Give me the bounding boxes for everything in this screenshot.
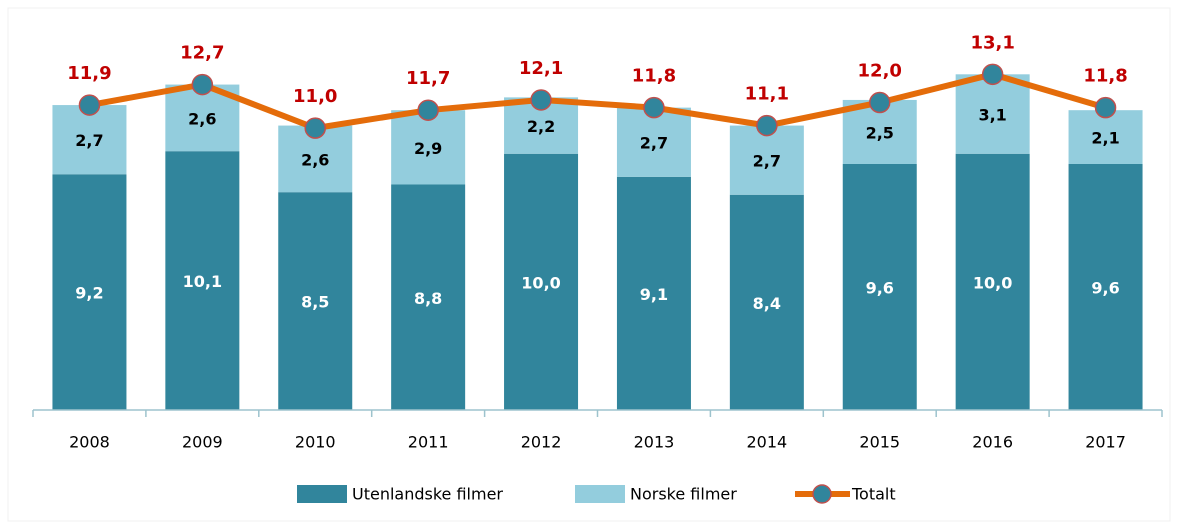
total-marker	[1094, 96, 1117, 119]
x-tick-label: 2008	[69, 433, 110, 452]
bar-segment	[1068, 164, 1143, 410]
data-label: 9,2	[75, 284, 103, 303]
data-label: 8,8	[414, 289, 442, 308]
data-label: 2,7	[640, 134, 668, 153]
legend-label: Totalt	[851, 485, 896, 504]
data-label: 8,5	[301, 293, 329, 312]
total-label: 11,8	[1083, 66, 1127, 87]
total-marker	[756, 114, 778, 137]
bar-segment	[165, 151, 240, 410]
bar-segment	[616, 107, 691, 177]
bar-segment	[504, 153, 579, 410]
total-line	[88, 71, 1107, 132]
x-tick-label: 2013	[634, 433, 675, 452]
total-label: 11,8	[632, 66, 676, 87]
data-label: 9,1	[640, 285, 668, 304]
total-marker	[869, 91, 891, 114]
x-tick-label: 2015	[859, 433, 900, 452]
bar-segment	[616, 176, 691, 410]
chart-frame	[7, 7, 1171, 522]
total-label: 11,7	[406, 68, 450, 89]
x-tick-label: 2010	[295, 433, 336, 452]
data-label: 10,0	[521, 273, 560, 292]
legend-marker	[812, 484, 832, 504]
data-label: 2,6	[188, 109, 216, 128]
legend-label: Norske filmer	[630, 485, 737, 504]
data-label: 2,7	[75, 131, 103, 150]
total-marker	[304, 117, 326, 139]
bar-segment	[955, 74, 1030, 154]
x-tick-label: 2012	[521, 433, 562, 452]
bar-segment	[278, 192, 353, 410]
data-label: 9,6	[866, 279, 894, 298]
total-label: 11,0	[293, 86, 337, 107]
x-tick-label: 2017	[1085, 433, 1126, 452]
data-label: 3,1	[978, 106, 1006, 125]
total-marker	[530, 89, 552, 111]
total-label: 11,1	[745, 84, 789, 105]
x-tick-label: 2011	[408, 433, 449, 452]
legend-swatch	[297, 485, 347, 503]
total-label: 13,1	[970, 32, 1014, 53]
bar-segment	[955, 153, 1030, 410]
data-label: 9,6	[1091, 279, 1119, 298]
x-tick-label: 2014	[746, 433, 787, 452]
bar-segment	[52, 174, 127, 410]
bar-segment	[729, 194, 804, 410]
data-label: 8,4	[753, 294, 781, 313]
data-label: 2,5	[866, 123, 894, 142]
data-label: 2,1	[1091, 129, 1119, 148]
total-label: 11,9	[67, 63, 111, 84]
total-label: 12,1	[519, 58, 563, 79]
data-label: 10,0	[973, 273, 1012, 292]
data-label: 2,7	[753, 152, 781, 171]
bar-segment	[52, 105, 127, 175]
total-marker	[643, 96, 665, 119]
total-marker	[417, 99, 439, 121]
bar-segment	[391, 110, 466, 185]
bar-segment	[391, 184, 466, 410]
data-label: 2,6	[301, 150, 329, 169]
legend-swatch	[575, 485, 625, 503]
legend-label: Utenlandske filmer	[352, 485, 503, 504]
data-label: 10,1	[183, 272, 222, 291]
total-label: 12,7	[180, 43, 224, 64]
x-tick-label: 2016	[972, 433, 1013, 452]
total-marker	[191, 73, 214, 96]
total-marker	[78, 94, 101, 116]
total-label: 12,0	[858, 61, 902, 82]
total-marker	[981, 63, 1004, 86]
data-label: 2,9	[414, 139, 442, 158]
bar-segment	[842, 164, 917, 410]
bar-segment	[1068, 110, 1143, 164]
x-tick-label: 2009	[182, 433, 223, 452]
bar-segment	[729, 125, 804, 195]
data-label: 2,2	[527, 117, 555, 136]
